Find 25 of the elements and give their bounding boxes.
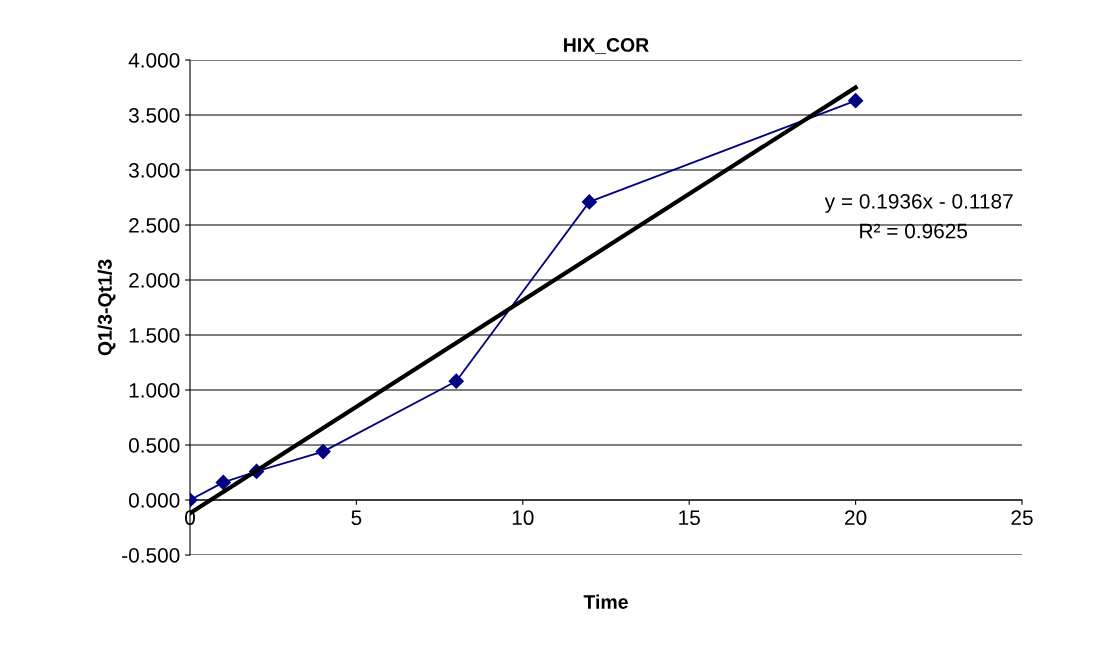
x-tick-label: 20 — [845, 510, 867, 526]
y-tick-label: 3.000 — [128, 163, 180, 178]
point — [848, 93, 864, 109]
y-tick-label: 1.500 — [129, 328, 180, 343]
x-tick-label: 15 — [679, 510, 700, 526]
annotation: R² = 0.9625 — [860, 223, 968, 239]
x-tick-label: 25 — [1011, 510, 1033, 526]
y-tick-label: 0.000 — [128, 493, 180, 508]
chart-title: HIX_COR — [564, 38, 649, 55]
annotation: y = 0.1936x - 0.1187 — [824, 193, 1013, 213]
y-tick-label: 1.000 — [129, 383, 180, 398]
y-tick-label: 4.000 — [128, 53, 180, 68]
x-tick-label: 5 — [351, 510, 362, 526]
x-tick-label: 10 — [512, 510, 534, 526]
y-tick-label: 0.500 — [128, 438, 180, 453]
point — [448, 373, 464, 389]
y-tick-label: 3.500 — [128, 108, 180, 123]
y-tick-label: -0.500 — [122, 548, 180, 563]
y-tick-label: 2.000 — [129, 273, 180, 288]
point — [315, 444, 331, 460]
x-axis-title: Time — [583, 594, 628, 609]
y-axis-title: Q1/3-Qt1/3 — [97, 259, 116, 356]
point — [581, 194, 597, 210]
y-tick-label: 2.500 — [129, 218, 180, 233]
point — [215, 474, 231, 490]
